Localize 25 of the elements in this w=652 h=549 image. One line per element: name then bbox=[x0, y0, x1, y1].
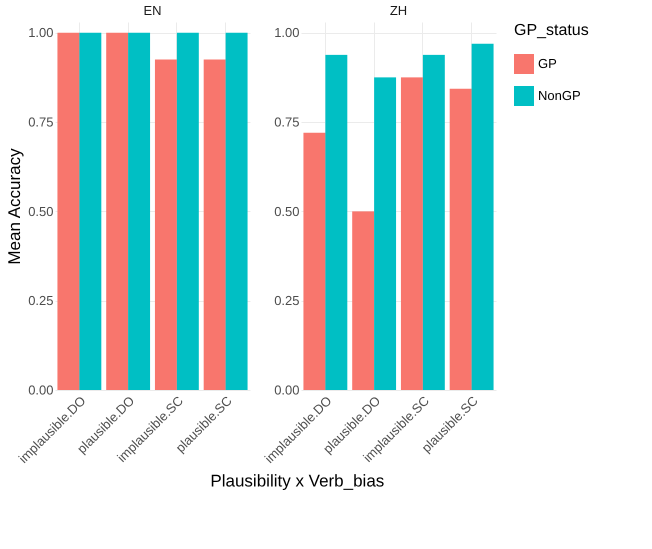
x-axis-title: Plausibility x Verb_bias bbox=[210, 472, 384, 491]
y-tick-label: 0.00 bbox=[274, 382, 300, 398]
bar bbox=[472, 44, 494, 390]
y-tick-label: 0.75 bbox=[28, 114, 54, 130]
y-axis-title: Mean Accuracy bbox=[5, 148, 24, 265]
y-tick-label: 1.00 bbox=[274, 25, 300, 40]
y-tick-label: 0.75 bbox=[274, 114, 300, 130]
y-tick-label: 0.25 bbox=[28, 293, 54, 308]
legend-title: GP_status bbox=[514, 22, 589, 39]
bar bbox=[374, 77, 396, 390]
y-tick-label: 0.50 bbox=[28, 204, 54, 219]
y-tick-label: 0.00 bbox=[28, 382, 54, 398]
bar bbox=[352, 211, 374, 390]
bar bbox=[400, 77, 423, 390]
bar bbox=[422, 54, 445, 390]
y-tick-label: 0.25 bbox=[274, 293, 300, 308]
legend-label: GP bbox=[538, 56, 557, 71]
bar bbox=[325, 54, 348, 390]
y-tick-label: 1.00 bbox=[28, 25, 54, 40]
y-tick-label: 0.50 bbox=[274, 204, 300, 219]
chart-title: ZH bbox=[390, 3, 408, 18]
chart-title: EN bbox=[143, 3, 162, 18]
bar bbox=[303, 132, 326, 390]
legend-label: NonGP bbox=[538, 88, 581, 103]
bar bbox=[450, 88, 472, 390]
